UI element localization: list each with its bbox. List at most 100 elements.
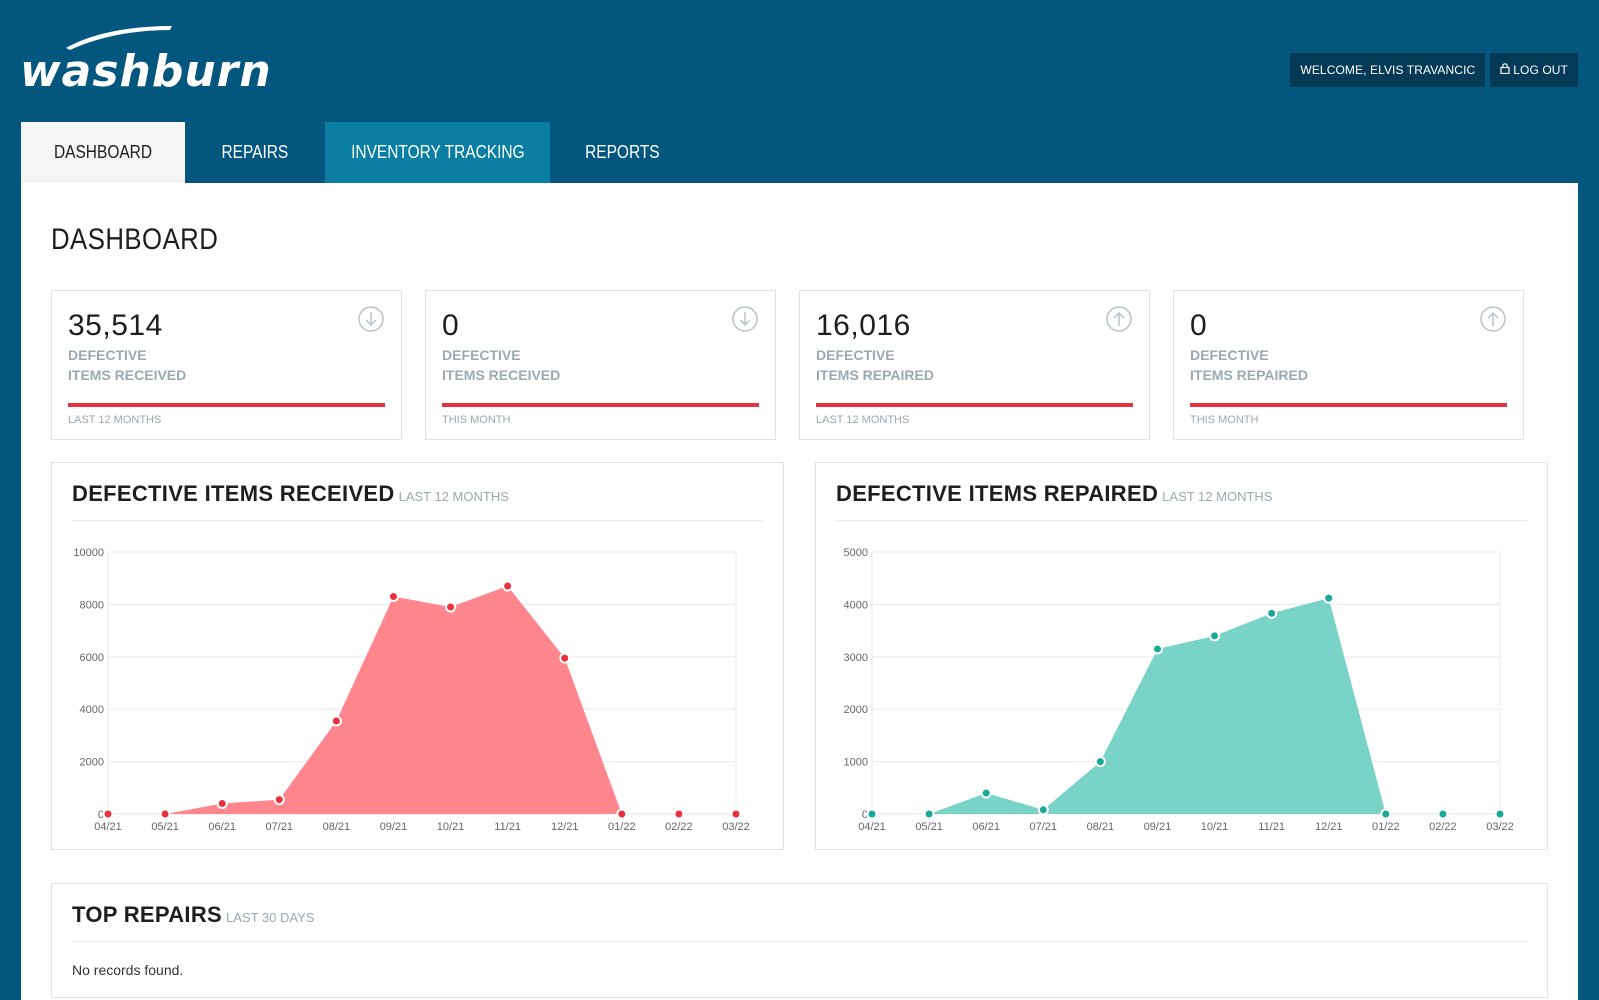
repaired-data-point	[1494, 808, 1506, 820]
repaired-data-point	[1323, 592, 1335, 604]
stat-label-line-1: DEFECTIVE	[816, 347, 895, 363]
repaired-area	[872, 598, 1500, 814]
tab-dashboard-label: DASHBOARD	[53, 142, 153, 162]
x-tick-label: 02/22	[665, 821, 693, 833]
x-tick-label: 08/21	[1087, 821, 1115, 833]
logout-label: LOG OUT	[1513, 63, 1568, 77]
received-data-point	[387, 591, 399, 603]
chart-panel-received: DEFECTIVE ITEMS RECEIVED LAST 12 MONTHS 0…	[51, 462, 784, 850]
x-tick-label: 08/21	[323, 821, 351, 833]
page-title: DASHBOARD	[51, 223, 219, 256]
received-data-point	[559, 652, 571, 664]
stat-value: 0	[1190, 309, 1208, 342]
stat-label-line-1: DEFECTIVE	[442, 347, 521, 363]
stat-label: DEFECTIVE ITEMS REPAIRED	[1190, 345, 1308, 385]
stat-value: 0	[442, 309, 460, 342]
stat-label-line-1: DEFECTIVE	[68, 347, 147, 363]
x-tick-label: 03/22	[722, 821, 750, 833]
received-data-point	[616, 808, 628, 820]
y-tick-label: 0	[862, 809, 868, 821]
panel-header: DEFECTIVE ITEMS REPAIRED LAST 12 MONTHS	[836, 481, 1527, 521]
stat-label-line-2: ITEMS REPAIRED	[816, 367, 934, 383]
y-tick-label: 5000	[844, 547, 868, 559]
x-tick-label: 04/21	[94, 821, 122, 833]
panel-header: DEFECTIVE ITEMS RECEIVED LAST 12 MONTHS	[72, 481, 763, 521]
x-tick-label: 02/22	[1429, 821, 1457, 833]
stat-period: LAST 12 MONTHS	[68, 414, 162, 426]
tab-repairs-label: REPAIRS	[221, 142, 289, 162]
x-tick-label: 05/21	[151, 821, 179, 833]
received-area-chart: 0 2000 4000 6000 8000 10000 04/21 05/21 06/21 07/…	[73, 547, 750, 833]
tab-repairs[interactable]: REPAIRS	[185, 122, 325, 183]
x-tick-label: 12/21	[551, 821, 579, 833]
logout-button[interactable]: LOG OUT	[1490, 53, 1578, 87]
x-tick-label: 11/21	[1258, 821, 1285, 833]
tab-inventory-tracking[interactable]: INVENTORY TRACKING	[325, 122, 550, 183]
welcome-user-button[interactable]: WELCOME, ELVIS TRAVANCIC	[1290, 53, 1486, 87]
y-tick-label: 4000	[844, 599, 868, 611]
repaired-data-point	[980, 787, 992, 799]
tab-inventory-tracking-label: INVENTORY TRACKING	[350, 142, 525, 162]
tab-reports[interactable]: REPORTS	[550, 122, 695, 183]
empty-state-text: No records found.	[72, 962, 184, 978]
stat-label: DEFECTIVE ITEMS RECEIVED	[442, 345, 560, 385]
repaired-data-point	[1151, 643, 1163, 655]
repaired-data-point	[1209, 630, 1221, 642]
x-tick-label: 09/21	[1144, 821, 1172, 833]
y-tick-label: 3000	[844, 652, 868, 664]
received-data-point	[502, 580, 514, 592]
x-tick-label: 01/22	[608, 821, 636, 833]
chart-panel-repaired: DEFECTIVE ITEMS REPAIRED LAST 12 MONTHS 0…	[815, 462, 1548, 850]
x-tick-label: 07/21	[266, 821, 294, 833]
tab-dashboard[interactable]: DASHBOARD	[21, 122, 185, 183]
x-tick-label: 04/21	[858, 821, 886, 833]
received-data-point	[330, 715, 342, 727]
x-tick-label: 09/21	[380, 821, 408, 833]
stat-period: THIS MONTH	[1190, 414, 1259, 426]
received-data-point	[159, 808, 171, 820]
user-bar: WELCOME, ELVIS TRAVANCIC LOG OUT	[1290, 53, 1578, 87]
x-tick-label: 10/21	[1201, 821, 1229, 833]
repaired-data-point	[1037, 804, 1049, 816]
brand-logo[interactable]: washburn	[20, 24, 271, 97]
stat-card-repaired-month: 0 DEFECTIVE ITEMS REPAIRED THIS MONTH	[1173, 290, 1524, 440]
y-tick-label: 0	[98, 809, 104, 821]
panel-subtitle: LAST 12 MONTHS	[398, 489, 509, 504]
stat-progress-bar	[442, 403, 759, 407]
stat-progress-bar	[816, 403, 1133, 407]
stat-label-line-1: DEFECTIVE	[1190, 347, 1269, 363]
repaired-data-point	[1094, 756, 1106, 768]
panel-title: DEFECTIVE ITEMS REPAIRED	[836, 481, 1159, 506]
logo-swoosh	[66, 26, 172, 50]
stat-label-line-2: ITEMS RECEIVED	[68, 367, 187, 383]
repaired-data-point	[1266, 607, 1278, 619]
lock-icon	[1500, 63, 1510, 75]
received-data-point	[730, 808, 742, 820]
stat-progress-bar	[68, 403, 385, 407]
arrow-down-circle-icon	[732, 306, 758, 332]
arrow-down-circle-icon	[358, 306, 384, 332]
stat-value: 16,016	[816, 309, 911, 342]
x-tick-label: 06/21	[208, 821, 236, 833]
stat-card-received-month: 0 DEFECTIVE ITEMS RECEIVED THIS MONTH	[425, 290, 776, 440]
y-tick-label: 2000	[844, 704, 868, 716]
stat-period: THIS MONTH	[442, 414, 511, 426]
repaired-data-point	[1437, 808, 1449, 820]
stat-label: DEFECTIVE ITEMS REPAIRED	[816, 345, 934, 385]
panel-subtitle: LAST 12 MONTHS	[1162, 489, 1273, 504]
stat-label-line-2: ITEMS RECEIVED	[442, 367, 561, 383]
y-tick-label: 2000	[80, 757, 104, 769]
received-data-point	[216, 798, 228, 810]
x-tick-label: 01/22	[1372, 821, 1400, 833]
y-tick-label: 10000	[73, 547, 104, 559]
stat-label: DEFECTIVE ITEMS RECEIVED	[68, 345, 186, 385]
stat-period: LAST 12 MONTHS	[816, 414, 910, 426]
received-area	[108, 586, 736, 814]
x-tick-label: 05/21	[915, 821, 943, 833]
x-tick-label: 03/22	[1486, 821, 1514, 833]
tab-reports-label: REPORTS	[585, 142, 660, 162]
y-tick-label: 4000	[80, 704, 104, 716]
arrow-up-circle-icon	[1106, 306, 1132, 332]
stat-card-received-12m: 35,514 DEFECTIVE ITEMS RECEIVED LAST 12 …	[51, 290, 402, 440]
panel-subtitle: LAST 30 DAYS	[226, 910, 315, 925]
